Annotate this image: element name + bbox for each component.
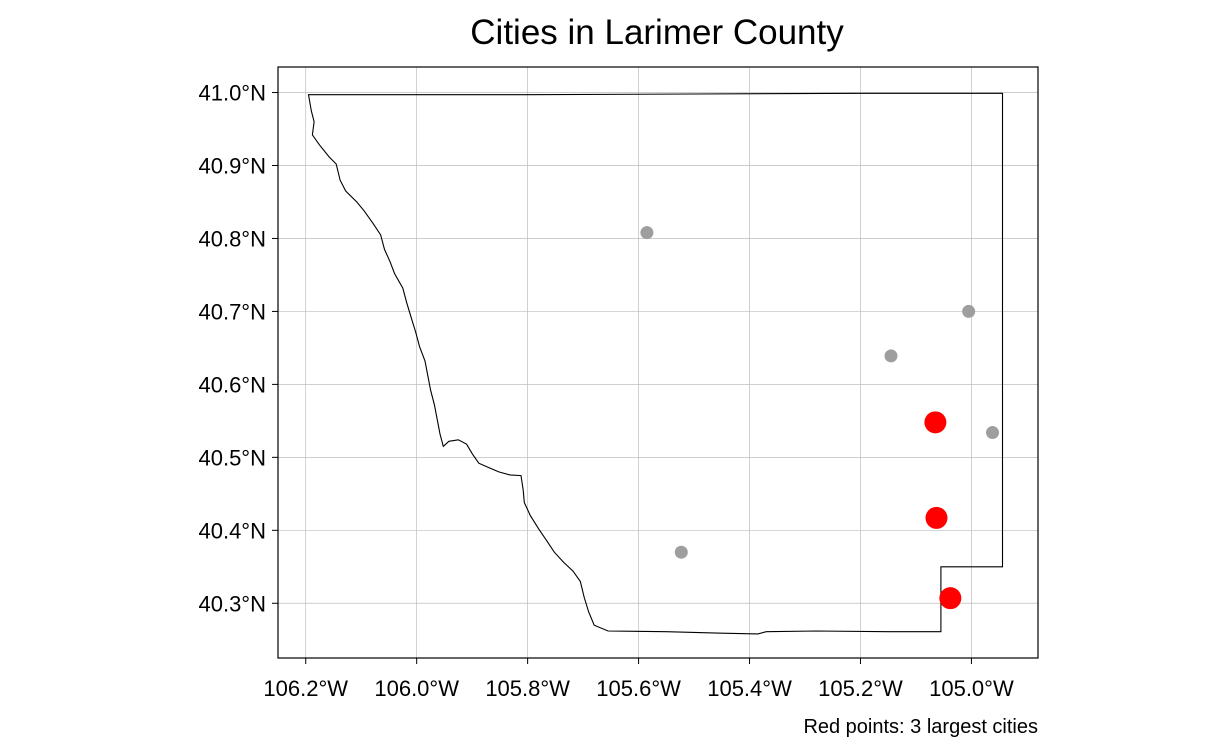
x-tick-label: 106.0°W: [374, 676, 459, 701]
y-tick-label: 40.6°N: [198, 372, 266, 397]
largest-city-point: [925, 506, 948, 529]
y-tick-label: 41.0°N: [198, 81, 266, 106]
y-tick-label: 40.3°N: [198, 591, 266, 616]
largest-city-point: [939, 587, 962, 610]
x-tick-label: 105.6°W: [596, 676, 681, 701]
y-tick-label: 40.5°N: [198, 445, 266, 470]
x-tick-label: 105.0°W: [929, 676, 1014, 701]
plot-area: [277, 66, 1039, 659]
city-point: [674, 545, 688, 559]
largest-city-point: [924, 411, 947, 434]
county-boundary: [307, 92, 1004, 635]
x-tick-label: 105.8°W: [485, 676, 570, 701]
plot-border: [277, 66, 1039, 659]
city-point: [986, 426, 1000, 440]
city-point: [962, 304, 976, 318]
chart-caption: Red points: 3 largest cities: [803, 716, 1038, 738]
x-tick-label: 105.2°W: [818, 676, 903, 701]
city-point: [884, 349, 898, 363]
y-tick-label: 40.7°N: [198, 299, 266, 324]
x-axis: 106.2°W 106.0°W 105.8°W 105.6°W 105.4°W 105.2…: [263, 658, 1014, 701]
plot-background: [278, 67, 1038, 658]
x-tick-label: 105.4°W: [707, 676, 792, 701]
x-tick-label: 106.2°W: [263, 676, 348, 701]
city-points: [640, 226, 1000, 610]
y-axis: 40.3°N 40.4°N 40.5°N 40.6°N 40.7°N 40.8°N 40.9…: [198, 81, 278, 616]
y-tick-label: 40.4°N: [198, 518, 266, 543]
gridlines: [278, 67, 1038, 658]
city-point: [640, 226, 654, 240]
y-tick-label: 40.9°N: [198, 154, 266, 179]
chart-title: Cities in Larimer County: [470, 13, 844, 52]
y-tick-label: 40.8°N: [198, 226, 266, 251]
